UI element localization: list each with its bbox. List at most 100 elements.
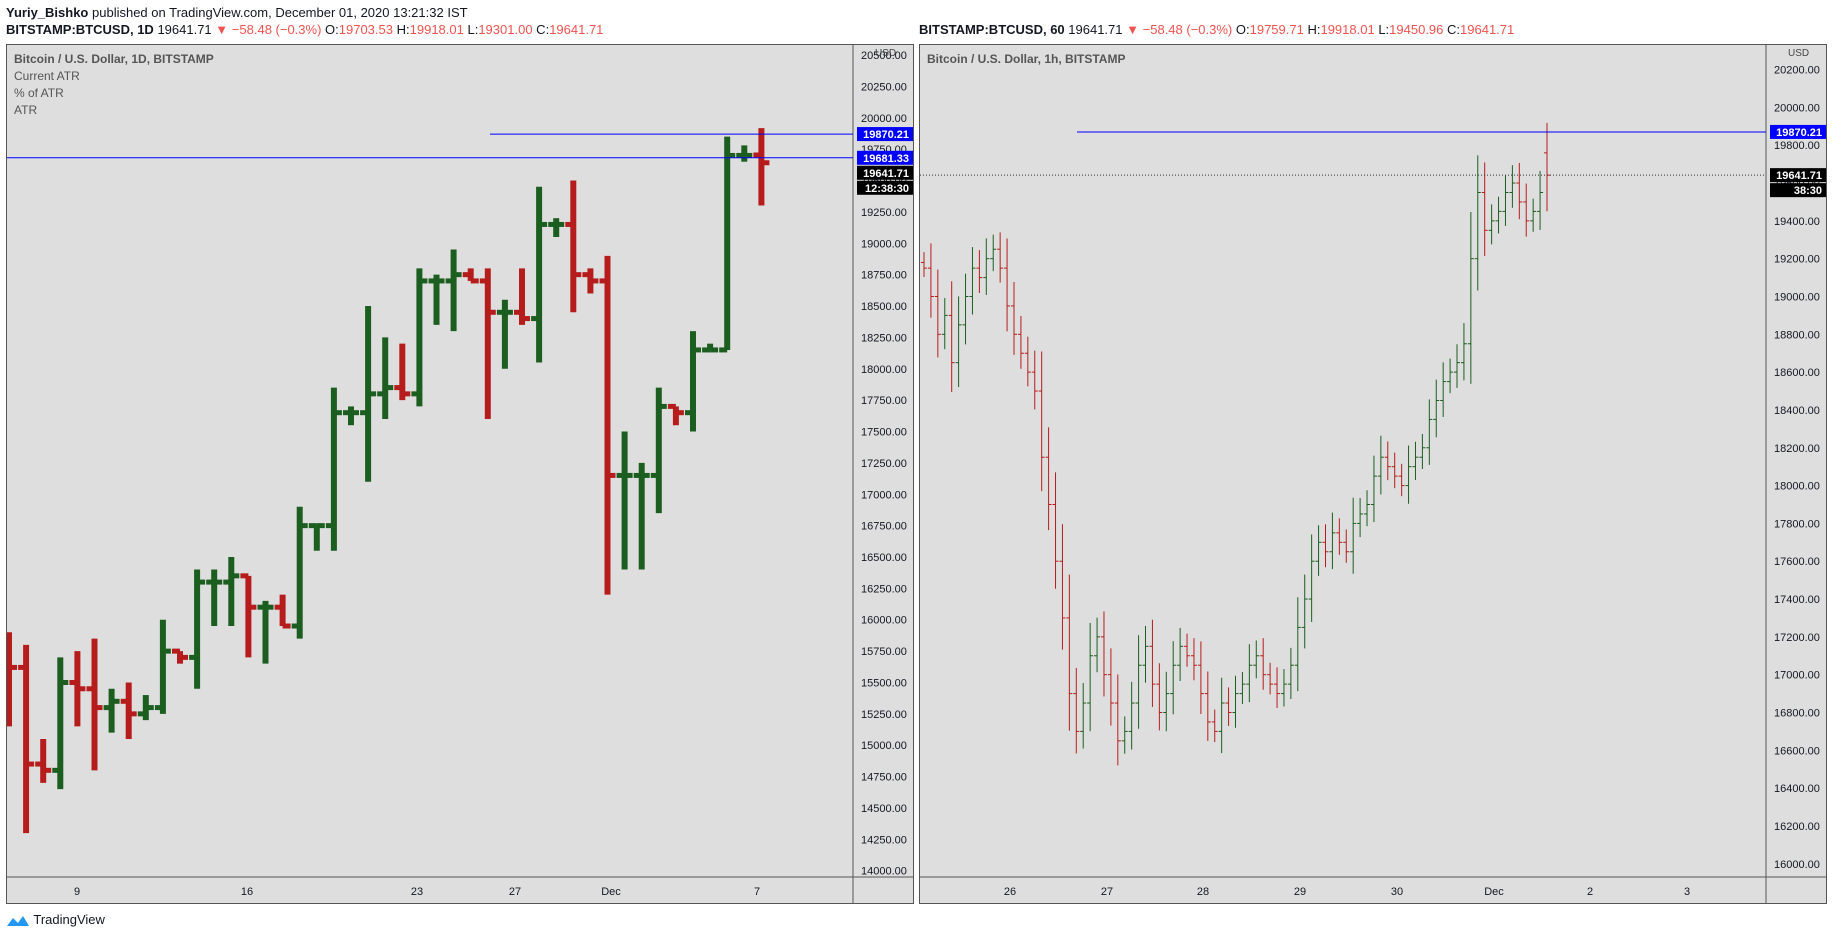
y-tick-label: 17750.00 — [861, 395, 907, 407]
ohlc-bar — [35, 738, 52, 783]
ohlc-bar — [650, 387, 667, 514]
ohlc-bar — [934, 269, 941, 358]
ohlc-bar — [360, 306, 377, 482]
ohlc-bar — [1530, 198, 1537, 232]
x-tick-label: Dec — [1484, 886, 1504, 898]
ohlc-bar — [997, 232, 1004, 283]
brand-name[interactable]: TradingView — [33, 912, 105, 927]
price-badge: 19870.21 — [857, 127, 913, 142]
ohlc-bar — [1260, 638, 1267, 690]
ohlc-bar — [1246, 644, 1253, 703]
ohlc-bar — [479, 268, 496, 419]
tradingview-logo-icon[interactable] — [6, 914, 30, 928]
ohlc-bar — [18, 644, 35, 834]
ohlc-bar — [565, 180, 582, 313]
ohlc-bar — [308, 523, 325, 551]
x-tick-label: 2 — [1587, 886, 1593, 898]
price-badge-bg — [857, 150, 913, 165]
ohlc-bar — [291, 506, 308, 639]
ohlc-bar — [1087, 622, 1094, 732]
hourly-chart-svg[interactable]: 16000.00 16200.00 16400.00 16600.00 16800.00… — [920, 45, 1827, 904]
ohlc-bar — [1211, 709, 1218, 743]
ohlc-bar — [1004, 238, 1011, 332]
daily-chart-svg[interactable]: 14000.00 14250.00 14500.00 14750.00 15000.00… — [7, 45, 914, 904]
y-tick-label: 17600.00 — [1774, 556, 1820, 568]
x-tick-label: 30 — [1391, 886, 1403, 898]
price-badge-bg — [857, 165, 913, 180]
ohlc-bar — [983, 238, 990, 295]
chart-panel-daily[interactable]: 14000.00 14250.00 14500.00 14750.00 15000.00… — [6, 44, 914, 904]
y-tick-label: 16200.00 — [1774, 821, 1820, 833]
y-tick-label: 16000.00 — [1774, 859, 1820, 871]
ohlc-bar — [948, 281, 955, 392]
author-name[interactable]: Yuriy_Bishko — [6, 5, 89, 20]
ohlc-bar — [240, 573, 257, 658]
ohlc-bar — [1405, 445, 1412, 504]
ohlc-bar — [223, 557, 240, 627]
ohlc-bar — [1495, 196, 1502, 234]
x-tick-label: 9 — [74, 886, 80, 898]
currency-label: USD — [875, 48, 896, 59]
price-badge: 38:30 — [1770, 183, 1826, 198]
ohlc-bar — [1301, 574, 1308, 649]
down-arrow-icon: ▼ — [1126, 22, 1140, 37]
open-value: 19703.53 — [338, 22, 393, 37]
y-tick-label: 18400.00 — [1774, 405, 1820, 417]
ohlc-bar — [411, 268, 428, 407]
price-badge-bg — [1770, 168, 1826, 183]
price-change: −58.48 (−0.3%) — [1142, 22, 1233, 37]
y-tick-label: 16400.00 — [1774, 783, 1820, 795]
ohlc-bar — [633, 462, 650, 570]
ohlc-bar — [667, 403, 684, 426]
ohlc-bar — [1398, 463, 1405, 497]
ohlc-bar — [1184, 633, 1191, 667]
ohlc-bar — [1163, 671, 1170, 732]
ohlc-bar — [1059, 524, 1066, 650]
chart-panel-hourly[interactable]: 16000.00 16200.00 16400.00 16600.00 16800.00… — [919, 44, 1827, 904]
x-tick-label: 27 — [1101, 886, 1113, 898]
published-text: published on TradingView.com, December 0… — [92, 5, 468, 20]
high-value: 19918.01 — [409, 22, 464, 37]
ohlc-bar — [1364, 490, 1371, 527]
y-tick-label: 18750.00 — [861, 270, 907, 282]
price-change: −58.48 (−0.3%) — [231, 22, 322, 37]
last-price: 19641.71 — [157, 22, 212, 37]
ohlc-bar — [1391, 452, 1398, 489]
ohlc-bar — [1017, 316, 1024, 369]
publish-info: Yuriy_Bishko published on TradingView.co… — [6, 5, 468, 20]
legend-indicator: % of ATR — [14, 86, 64, 100]
ohlc-bar — [1537, 170, 1544, 230]
low-value: 19450.96 — [1389, 22, 1444, 37]
x-tick-label: 28 — [1197, 886, 1209, 898]
ohlc-bar — [941, 298, 948, 350]
ohlc-bar — [325, 387, 342, 551]
ohlc-bar — [1433, 379, 1440, 438]
y-tick-label: 18200.00 — [1774, 443, 1820, 455]
ohlc-bar — [1294, 597, 1301, 692]
ohlc-bar — [52, 657, 69, 790]
x-tick-label: 26 — [1004, 886, 1016, 898]
close-value: 19641.71 — [549, 22, 604, 37]
symbol-name: BITSTAMP:BTCUSD, 60 — [919, 22, 1065, 37]
ohlc-bar — [1467, 211, 1474, 384]
ohlc-bar — [1474, 155, 1481, 291]
y-tick-label: 20000.00 — [1774, 102, 1820, 114]
y-tick-label: 16800.00 — [1774, 707, 1820, 719]
x-tick-label: 27 — [509, 886, 521, 898]
y-tick-label: 20250.00 — [861, 81, 907, 93]
y-tick-label: 16000.00 — [861, 615, 907, 627]
price-badge-text: 12:38:30 — [865, 183, 909, 195]
ohlc-bar — [377, 337, 394, 419]
ohlc-bar — [1094, 617, 1101, 673]
ohlc-bar — [1031, 350, 1038, 410]
ohlc-bar — [1253, 640, 1260, 679]
y-tick-label: 19800.00 — [1774, 140, 1820, 152]
ohlc-bar — [172, 648, 188, 664]
ohlc-bar — [1100, 611, 1107, 697]
ohlc-bar — [1197, 641, 1204, 715]
ohlc-bar — [1384, 441, 1391, 481]
ohlc-bar — [103, 688, 120, 733]
ohlc-bar — [1038, 351, 1045, 492]
y-tick-label: 19400.00 — [1774, 216, 1820, 228]
ohlc-bar — [1142, 625, 1149, 683]
